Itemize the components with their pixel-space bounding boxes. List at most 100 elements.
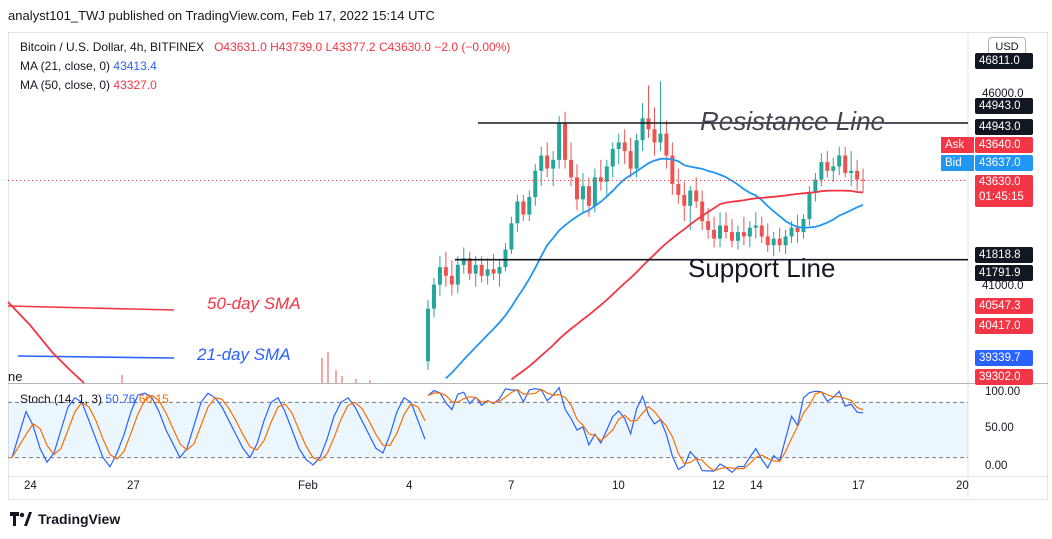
candle-body: [628, 151, 633, 169]
published-header: analyst101_TWJ published on TradingView.…: [0, 0, 1052, 32]
candle-body: [521, 201, 526, 215]
candle-body: [801, 218, 806, 233]
stoch-d-value: 60.15: [138, 392, 169, 406]
candle-body: [771, 238, 776, 246]
candle-body: [426, 308, 430, 362]
stoch-legend: Stoch (14, 1, 3) 50.76 60.15: [20, 392, 169, 406]
candle-body: [765, 236, 770, 246]
candle-body: [473, 264, 478, 274]
candle-body: [539, 155, 544, 171]
ma50-line: [510, 189, 864, 381]
resistance-line-label: Resistance Line: [700, 106, 885, 136]
candle-body: [789, 227, 794, 237]
time-tick-label: 10: [612, 480, 625, 492]
candle-body: [598, 177, 603, 182]
candle-body: [503, 249, 508, 268]
quote-prefix-label: Bid: [941, 155, 974, 171]
price-tag-value: 43630.0: [979, 176, 1021, 188]
stoch-tick-label: 0.00: [985, 460, 1008, 472]
sma21-label: 21-day SMA: [197, 345, 291, 364]
candle-body: [455, 264, 460, 285]
candle-body: [479, 264, 484, 276]
footer-brand[interactable]: TradingView: [10, 511, 120, 527]
legend-symbol-row: Bitcoin / U.S. Dollar, 4h, BITFINEX O436…: [20, 38, 510, 57]
candle-body: [592, 177, 597, 206]
candle-body: [604, 166, 609, 182]
candle-body: [551, 159, 556, 169]
candle-body: [724, 225, 728, 233]
stoch-tick-label: 100.00: [985, 386, 1021, 398]
candle-body: [741, 232, 746, 237]
price-tag: 43640.0: [975, 137, 1033, 153]
candle-body: [461, 258, 466, 265]
candle-body: [580, 186, 585, 200]
stoch-label[interactable]: Stoch (14, 1, 3): [20, 392, 103, 406]
price-tag: 41791.9: [975, 265, 1033, 281]
countdown-timer: 01:45:15: [979, 191, 1024, 203]
candle-body: [563, 122, 568, 160]
candle-body: [837, 155, 842, 167]
stoch-tick-label: 50.00: [985, 422, 1014, 434]
candle-body: [575, 177, 579, 200]
candle-body: [813, 179, 818, 193]
candle-body: [718, 225, 723, 239]
candle-body: [843, 155, 848, 173]
candle-body: [658, 133, 663, 143]
legend-close: C43630.0: [378, 40, 431, 54]
candle-body: [485, 269, 490, 276]
candle-body: [819, 162, 824, 180]
currency-button[interactable]: USD: [988, 37, 1026, 57]
candle-body: [688, 190, 693, 206]
legend-change: −2.0 (−0.00%): [434, 40, 511, 54]
candle-body: [849, 170, 854, 173]
time-tick-label: 24: [24, 480, 37, 492]
time-tick-label: 14: [750, 480, 763, 492]
candle-body: [497, 267, 502, 274]
time-tick-label: 7: [508, 480, 515, 492]
stoch-k-value: 50.76: [105, 392, 136, 406]
candle-body: [443, 267, 448, 276]
legend-symbol[interactable]: Bitcoin / U.S. Dollar, 4h, BITFINEX: [20, 40, 205, 54]
candle-body: [527, 197, 532, 215]
candle-body: [729, 232, 734, 241]
candle-body: [682, 194, 687, 206]
candle-body: [777, 238, 782, 246]
candle-body: [676, 183, 681, 195]
stoch-k-history: [11, 392, 426, 468]
candle-body: [557, 122, 562, 160]
candle-body: [825, 162, 830, 171]
candle-body: [640, 118, 645, 141]
price-tag: 44943.0: [975, 119, 1033, 135]
time-tick-label: 17: [852, 480, 865, 492]
price-tag: 43630.0 01:45:15: [975, 175, 1033, 207]
candle-body: [735, 232, 740, 241]
candle-body: [610, 148, 615, 167]
footer-brand-text: TradingView: [38, 511, 121, 527]
price-tag: 41818.8: [975, 247, 1033, 263]
candle-body: [795, 227, 800, 233]
legend-ma50-row: MA (50, close, 0) 43327.0: [20, 76, 510, 95]
tradingview-logo-icon: [10, 512, 32, 526]
price-tag: 40417.0: [975, 318, 1033, 334]
stoch-d-line: [427, 388, 864, 472]
candle-body: [706, 221, 711, 230]
legend-ma21-label[interactable]: MA (21, close, 0): [20, 59, 111, 73]
candle-body: [431, 284, 436, 309]
candle-body: [616, 142, 621, 149]
candle-body: [664, 133, 669, 156]
sma50-legend-line: [7, 305, 175, 311]
candle-body: [670, 155, 675, 184]
candle-body: [467, 258, 472, 274]
price-tag: 46811.0: [975, 53, 1033, 69]
price-tag: 39339.7: [975, 350, 1033, 366]
legend-ma50-label[interactable]: MA (50, close, 0): [20, 78, 111, 92]
stoch-k-line: [427, 386, 864, 474]
candle-body: [753, 225, 758, 228]
legend-ma50-value: 43327.0: [113, 78, 157, 92]
legend-ma21-value: 43413.4: [113, 59, 157, 73]
price-tag: 39302.0: [975, 369, 1033, 385]
candle-body: [855, 170, 860, 180]
candle-body: [449, 275, 454, 285]
time-tick-label: 4: [406, 480, 413, 492]
